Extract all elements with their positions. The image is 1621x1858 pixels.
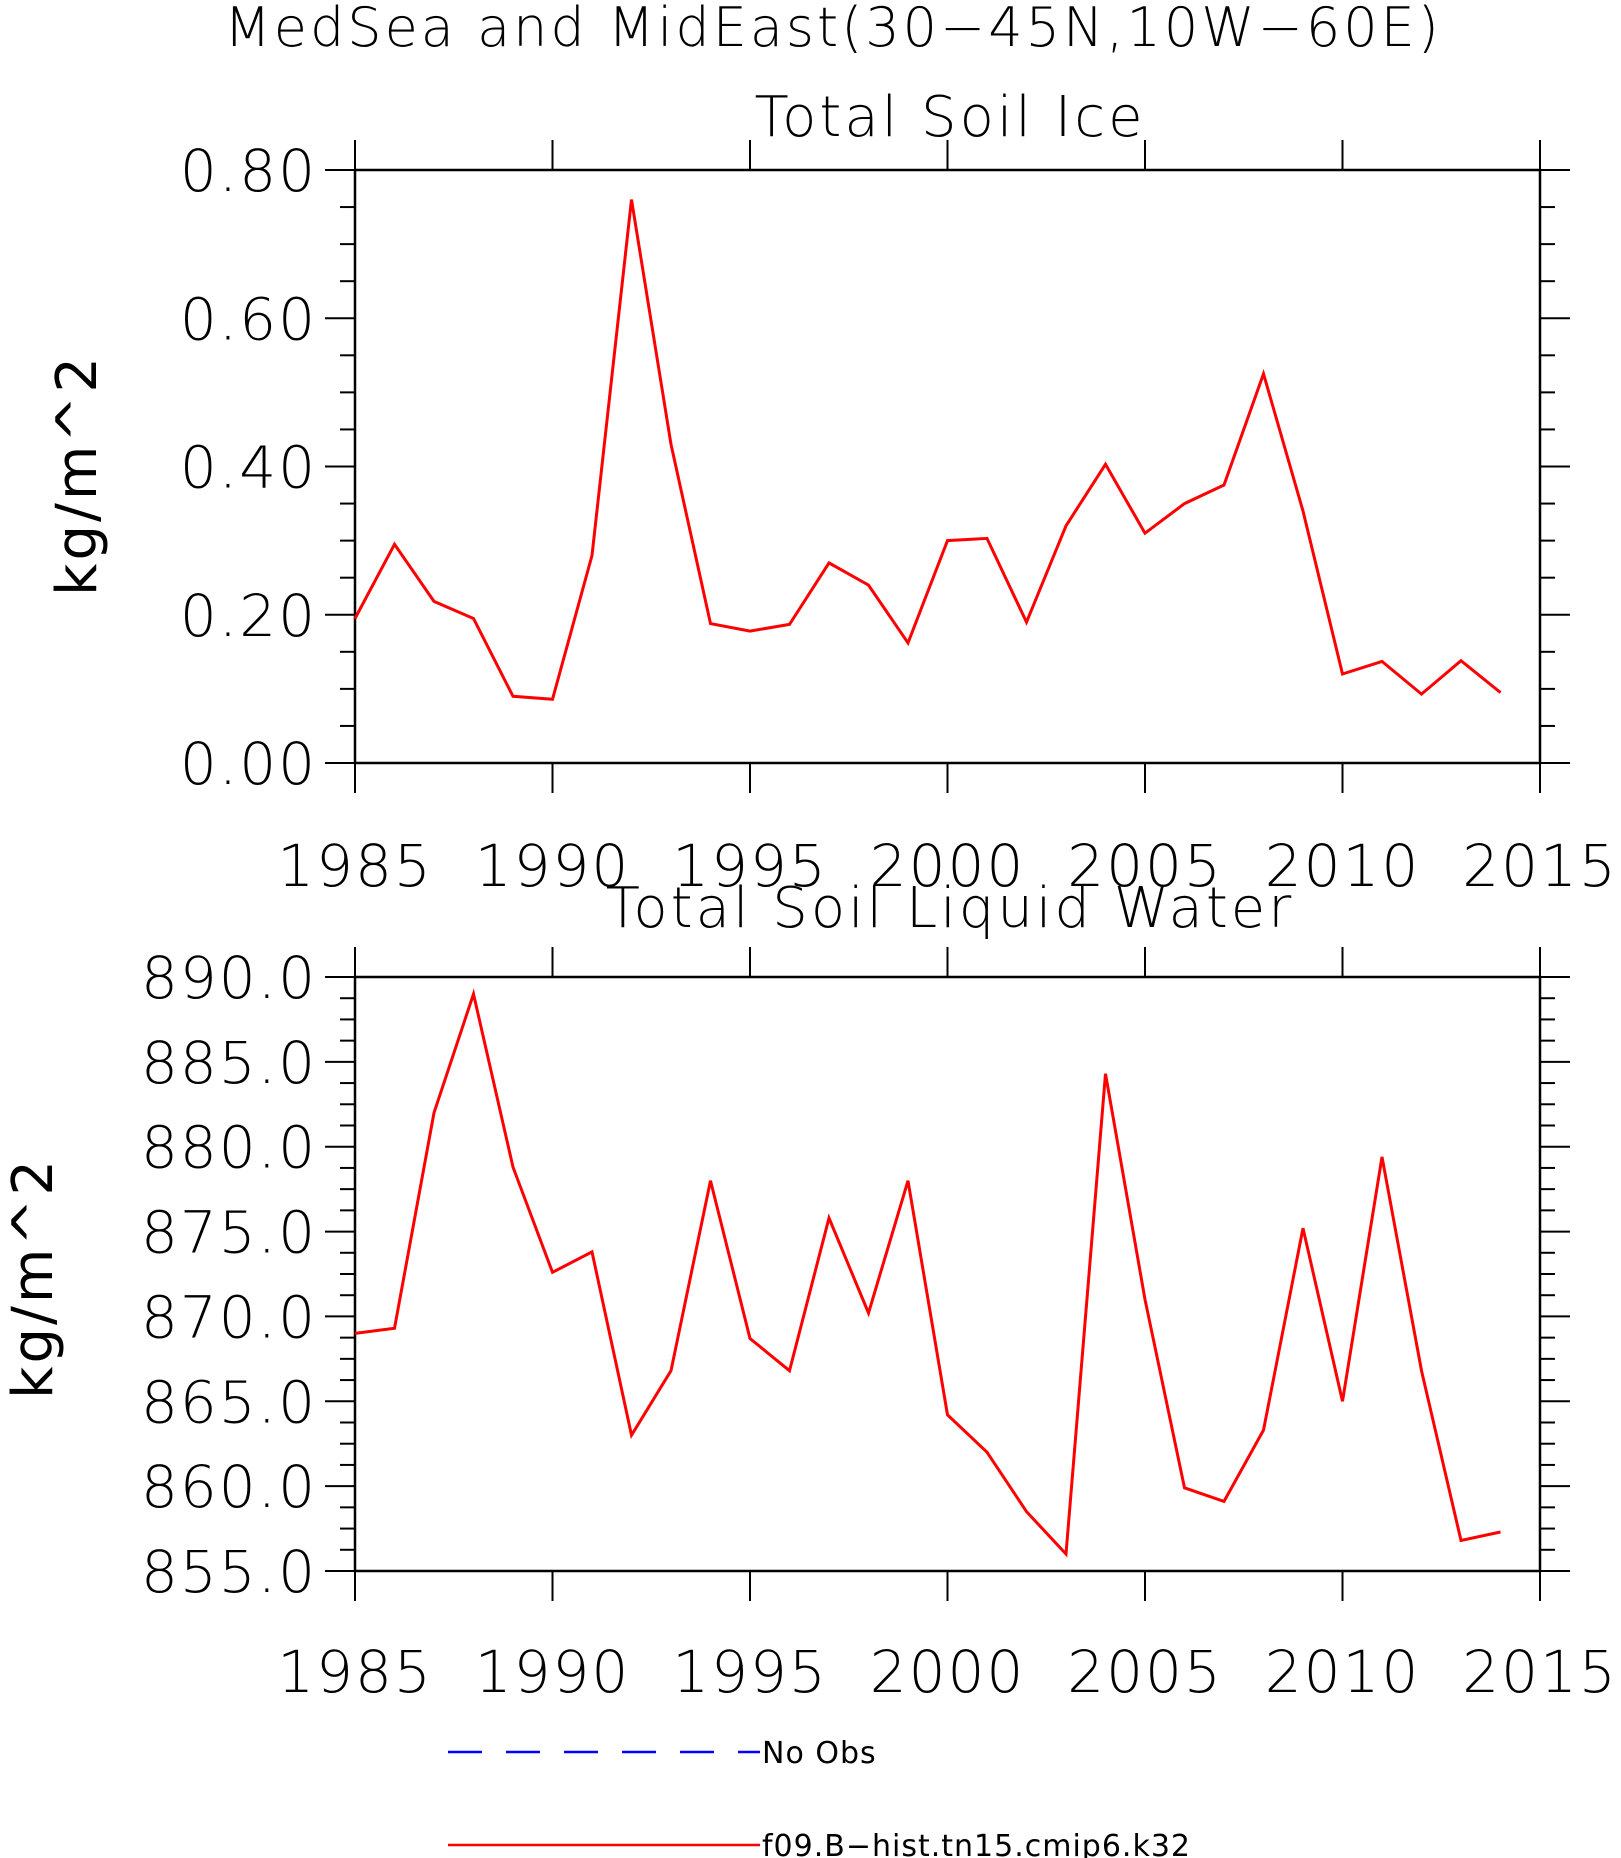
x-tick-label: 2015: [1462, 1638, 1618, 1706]
legend: No Obs f09.B−hist.tn15.cmip6.k32: [448, 1736, 1191, 1858]
y-axis-label-total-soil-ice: kg/m^2: [45, 354, 110, 596]
y-tick-label: 0.60: [180, 285, 317, 353]
figure-suptitle: MedSea and MidEast(30−45N,10W−60E): [224, 0, 1442, 59]
x-tick-label: 2015: [1462, 832, 1618, 900]
y-tick-label: 865.0: [141, 1368, 317, 1436]
y-tick-label: 875.0: [141, 1199, 317, 1267]
x-tick-label: 1995: [672, 832, 828, 900]
panel-title-total-soil-ice: Total Soil Ice: [754, 85, 1145, 150]
x-tick-label: 1990: [475, 1638, 631, 1706]
y-tick-label: 860.0: [141, 1453, 317, 1521]
series-line-model: [354, 988, 1501, 1558]
y-axis-label-total-soil-liquid-water: kg/m^2: [1, 1157, 66, 1399]
y-tick-label: 0.00: [180, 730, 317, 798]
x-tick-label: 2000: [870, 1638, 1026, 1706]
x-tick-label: 1990: [475, 832, 631, 900]
y-tick-label: 0.80: [180, 137, 317, 205]
series-line-model: [353, 199, 1502, 701]
x-tick-label: 2005: [1067, 1638, 1223, 1706]
legend-label-model: f09.B−hist.tn15.cmip6.k32: [762, 1829, 1191, 1858]
y-tick-label: 870.0: [141, 1283, 317, 1351]
legend-label-no-obs: No Obs: [762, 1736, 877, 1771]
y-tick-label: 855.0: [141, 1538, 317, 1606]
x-tick-label: 2010: [1265, 1638, 1421, 1706]
y-tick-label: 880.0: [141, 1114, 317, 1182]
y-tick-label: 885.0: [141, 1029, 317, 1097]
x-tick-label: 2000: [870, 832, 1026, 900]
plot-frame: [353, 168, 1542, 765]
panel-total-soil-ice: Total Soil Ice kg/m^2 0.00 0.20 0.40 0.60 0.…: [45, 85, 1618, 900]
x-tick-label: 2010: [1265, 832, 1421, 900]
x-tick-label: 2005: [1067, 832, 1223, 900]
y-tick-label: 0.20: [180, 582, 317, 650]
panel-total-soil-liquid-water: Total Soil Liquid Water kg/m^2 855.0 860.…: [1, 876, 1618, 1706]
panel-title-total-soil-liquid-water: Total Soil Liquid Water: [606, 876, 1295, 941]
x-tick-label: 1985: [277, 832, 433, 900]
x-tick-label: 1995: [672, 1638, 828, 1706]
x-tick-label: 1985: [277, 1638, 433, 1706]
y-tick-label: 890.0: [141, 944, 317, 1012]
y-tick-label: 0.40: [180, 434, 317, 502]
